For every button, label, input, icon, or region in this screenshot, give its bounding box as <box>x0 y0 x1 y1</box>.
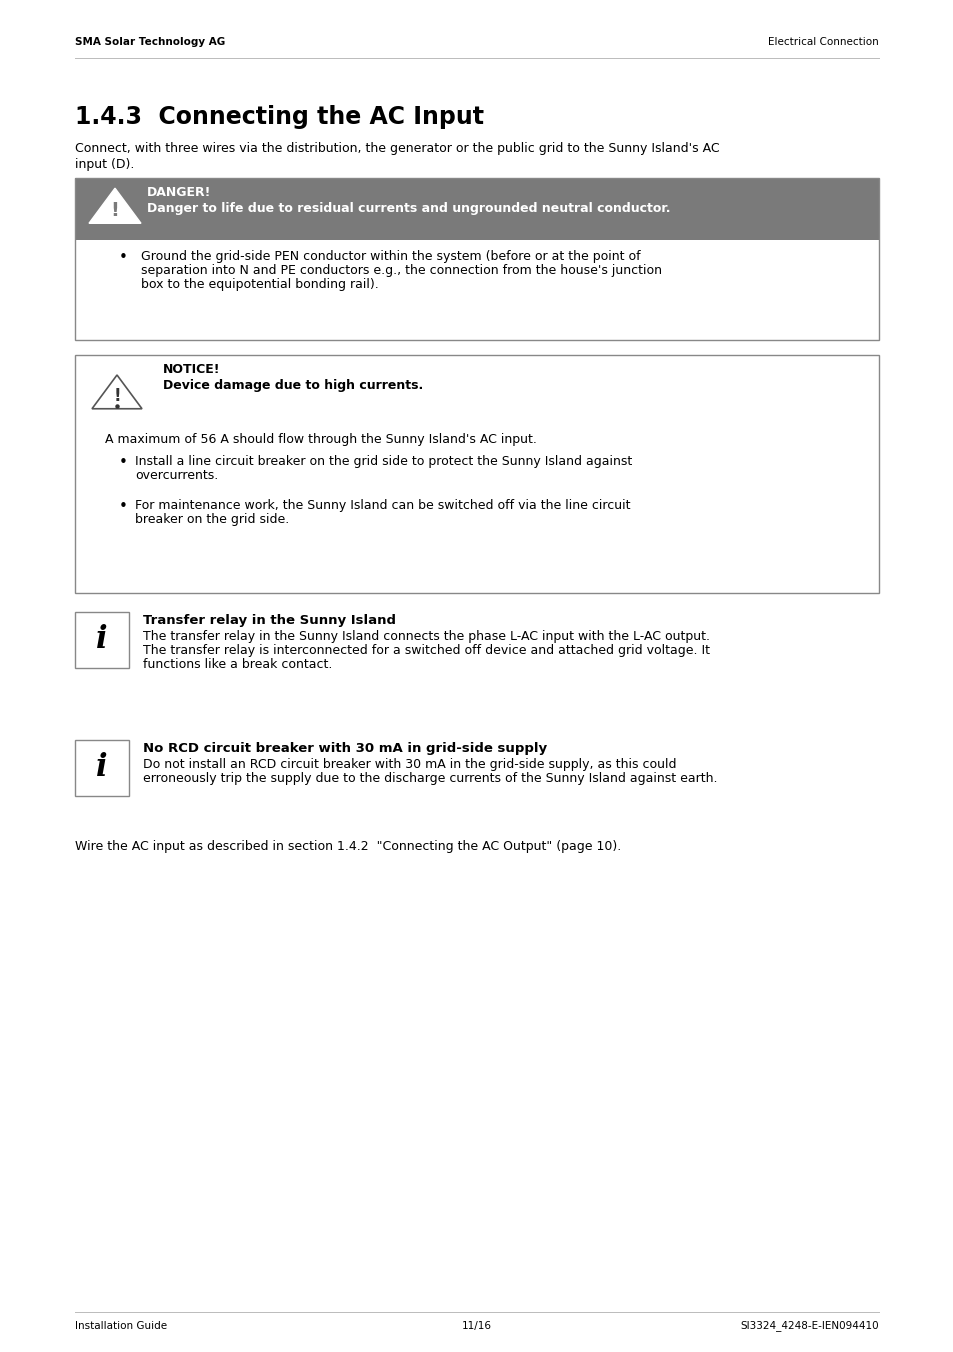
Text: DANGER!: DANGER! <box>147 187 212 199</box>
Polygon shape <box>89 188 141 223</box>
Bar <box>75 356 878 594</box>
Text: erroneously trip the supply due to the discharge currents of the Sunny Island ag: erroneously trip the supply due to the d… <box>143 772 717 786</box>
Text: breaker on the grid side.: breaker on the grid side. <box>135 512 289 526</box>
Text: The transfer relay in the Sunny Island connects the phase L-AC input with the L-: The transfer relay in the Sunny Island c… <box>143 630 709 644</box>
Text: !: ! <box>111 201 119 220</box>
Text: i: i <box>96 625 108 656</box>
Text: input (D).: input (D). <box>75 158 134 170</box>
Bar <box>75 241 878 339</box>
Text: The transfer relay is interconnected for a switched off device and attached grid: The transfer relay is interconnected for… <box>143 644 709 657</box>
Text: Connect, with three wires via the distribution, the generator or the public grid: Connect, with three wires via the distri… <box>75 142 719 155</box>
Text: NOTICE!: NOTICE! <box>163 362 220 376</box>
Text: 11/16: 11/16 <box>461 1321 492 1330</box>
Text: SMA Solar Technology AG: SMA Solar Technology AG <box>75 37 225 47</box>
Text: Transfer relay in the Sunny Island: Transfer relay in the Sunny Island <box>143 614 395 627</box>
Bar <box>75 740 129 796</box>
Text: i: i <box>96 753 108 784</box>
Polygon shape <box>91 375 142 408</box>
Text: Electrical Connection: Electrical Connection <box>767 37 878 47</box>
Text: !: ! <box>113 387 121 406</box>
Text: •: • <box>119 499 128 514</box>
Text: Install a line circuit breaker on the grid side to protect the Sunny Island agai: Install a line circuit breaker on the gr… <box>135 456 632 468</box>
Text: Wire the AC input as described in section 1.4.2  "Connecting the AC Output" (pag: Wire the AC input as described in sectio… <box>75 840 620 853</box>
Text: Danger to life due to residual currents and ungrounded neutral conductor.: Danger to life due to residual currents … <box>147 201 670 215</box>
Text: For maintenance work, the Sunny Island can be switched off via the line circuit: For maintenance work, the Sunny Island c… <box>135 499 630 512</box>
Bar <box>75 612 129 668</box>
Text: A maximum of 56 A should flow through the Sunny Island's AC input.: A maximum of 56 A should flow through th… <box>105 433 537 446</box>
Text: functions like a break contact.: functions like a break contact. <box>143 658 332 671</box>
Text: Do not install an RCD circuit breaker with 30 mA in the grid-side supply, as thi: Do not install an RCD circuit breaker wi… <box>143 758 676 771</box>
Text: separation into N and PE conductors e.g., the connection from the house's juncti: separation into N and PE conductors e.g.… <box>141 264 661 277</box>
Text: overcurrents.: overcurrents. <box>135 469 218 483</box>
Bar <box>75 178 878 339</box>
Text: Installation Guide: Installation Guide <box>75 1321 167 1330</box>
Text: Ground the grid-side PEN conductor within the system (before or at the point of: Ground the grid-side PEN conductor withi… <box>141 250 640 264</box>
Text: •: • <box>119 456 128 470</box>
Text: •: • <box>119 250 128 265</box>
Text: Device damage due to high currents.: Device damage due to high currents. <box>163 379 423 392</box>
Text: No RCD circuit breaker with 30 mA in grid-side supply: No RCD circuit breaker with 30 mA in gri… <box>143 742 547 754</box>
Text: SI3324_4248-E-IEN094410: SI3324_4248-E-IEN094410 <box>740 1321 878 1332</box>
Text: box to the equipotential bonding rail).: box to the equipotential bonding rail). <box>141 279 378 291</box>
Bar <box>75 178 878 241</box>
Text: 1.4.3  Connecting the AC Input: 1.4.3 Connecting the AC Input <box>75 105 483 128</box>
